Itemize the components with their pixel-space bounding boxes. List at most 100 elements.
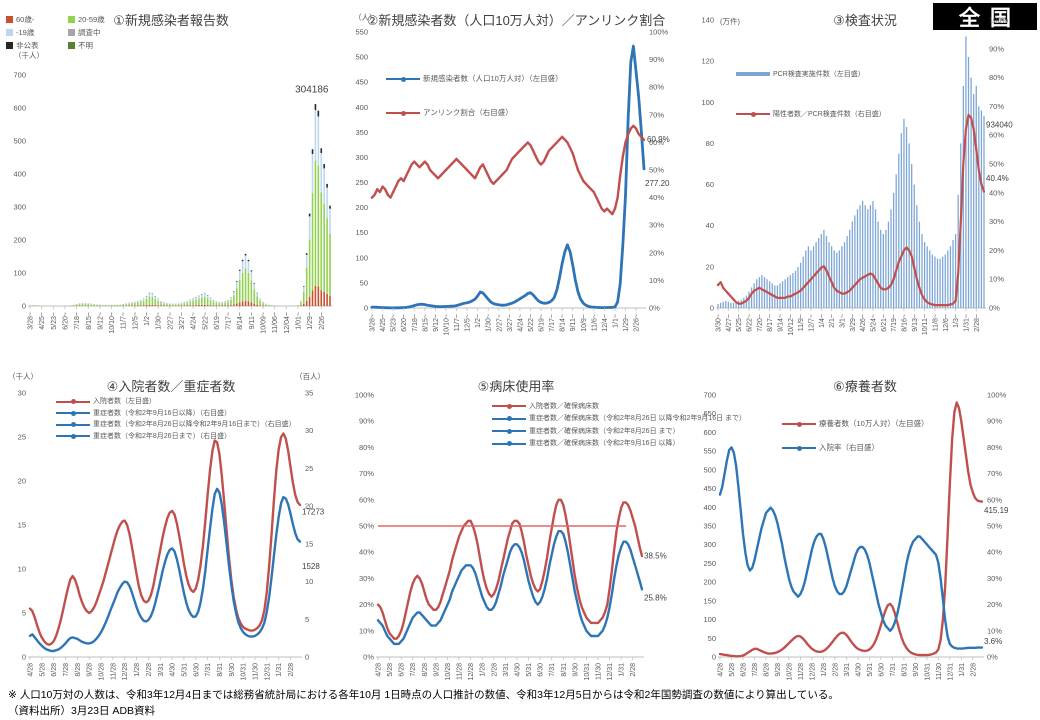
marker-dot <box>938 303 942 307</box>
marker-dot <box>391 190 395 194</box>
region-badge[interactable]: 全国 <box>933 3 1037 30</box>
bar-segment <box>311 153 314 194</box>
x-axis-label: 9/30 <box>572 663 579 677</box>
bar <box>882 233 884 308</box>
bar-segment <box>297 305 299 306</box>
bar <box>727 301 729 308</box>
marker-dot <box>597 201 601 205</box>
legend-label: 不明 <box>78 40 93 50</box>
marker-dot <box>758 286 761 290</box>
left-axis-tick: 200 <box>355 203 368 212</box>
legend-label: 新規感染者数（人口10万人対）（左目盛） <box>423 74 563 84</box>
marker-dot <box>576 168 580 172</box>
chart-plot-testing-status: 0 20 40 60 80 100 120 140 (万件) 0% 10% 20% 30% 40% 50% 6… <box>701 16 1013 336</box>
bar-segment <box>160 301 162 303</box>
bar-segment <box>110 305 113 306</box>
marker-dot <box>778 296 782 300</box>
chart-legend-bed-occupancy: 入院者数／確保病床数 重症者数／確保病床数（令和2年8月26日 以降令和2年9月1… <box>492 400 746 450</box>
legend-item-療養者数（10万人対）（左目盛）: 療養者数（10万人対）（左目盛） <box>782 412 929 436</box>
data-label-304186: 304186 <box>295 84 329 95</box>
line-series-入院者数／確保病床数 <box>376 498 644 640</box>
right-axis-tick: 35 <box>305 389 313 398</box>
marker-dot <box>582 301 585 305</box>
bar-segment <box>241 301 244 306</box>
left-axis-tick: 50 <box>708 634 716 643</box>
legend-label: 20-59歳 <box>78 14 105 24</box>
right-axis-tick: 0% <box>987 653 998 662</box>
bar-segment <box>241 259 244 262</box>
legend-label: PCR検査実施件数（左目盛） <box>773 70 865 78</box>
marker-dot <box>370 196 374 199</box>
left-axis-tick: 350 <box>355 128 368 137</box>
bar <box>923 242 926 308</box>
bar <box>748 291 750 308</box>
x-axis-label: 9/11~ <box>249 312 256 329</box>
x-axis-label: 2/27~ <box>167 312 174 330</box>
x-axis-label: 9/12~ <box>433 314 440 332</box>
left-axis-tick: 500 <box>703 465 716 474</box>
right-axis-tick: 60% <box>989 131 1004 140</box>
bar-segment <box>29 305 31 306</box>
bar-segment <box>300 302 302 306</box>
bar-segment <box>180 303 183 306</box>
bar-segment <box>102 305 104 306</box>
marker-dot <box>964 128 968 131</box>
marker-dot <box>444 168 448 172</box>
bar-segment <box>236 281 238 289</box>
x-axis-label: 12/28 <box>809 663 816 681</box>
right-axis-tick: 40% <box>989 188 1004 197</box>
x-axis-label: 2/28 <box>491 663 498 677</box>
legend-item-重症者数／確保病床数（令和2年8月26日 まで）: 重症者数／確保病床数（令和2年8月26日 まで） <box>492 425 746 438</box>
bar-segment <box>233 304 235 306</box>
bar-segment <box>329 208 331 234</box>
marker-dot <box>576 290 580 294</box>
bar <box>939 258 941 308</box>
line-series-重症者数 <box>28 487 302 653</box>
marker-dot <box>835 289 838 292</box>
bar-segment <box>192 305 194 306</box>
bar-segment <box>270 305 273 306</box>
x-axis-label: 2/1~ <box>829 314 836 328</box>
bar-segment <box>186 301 189 303</box>
marker-dot <box>716 283 720 287</box>
x-axis-label: 11/30 <box>936 663 943 680</box>
legend-label: 療養者数（10万人対）（左目盛） <box>819 419 929 429</box>
bar-segment <box>215 302 218 306</box>
bar-segment <box>142 305 145 306</box>
data-label-25.8%: 25.8% <box>644 594 667 603</box>
x-axis-label: 10/10~ <box>109 312 116 334</box>
bar-segment <box>122 304 124 306</box>
x-axis-label: 1/4~ <box>819 314 826 328</box>
left-axis-tick: 40% <box>359 548 374 557</box>
bar <box>918 221 921 308</box>
marker-dot <box>418 166 421 169</box>
legend-item-PCR検査実施件数（左目盛）: PCR検査実施件数（左目盛） <box>736 54 886 94</box>
footnote-source: （資料出所）3月23日 ADB資料 <box>8 705 156 717</box>
line-markers-アンリンク割合 <box>370 127 643 213</box>
left-axis-tick: 300 <box>703 540 716 549</box>
x-axis-label: 6/30 <box>878 663 885 677</box>
legend-swatch <box>492 441 526 447</box>
bar-segment <box>154 296 157 299</box>
left-axis-tick: 60% <box>359 495 374 504</box>
bar <box>833 250 835 308</box>
x-axis-label: 9/13~ <box>912 314 919 332</box>
left-axis-tick: 60 <box>706 180 714 189</box>
right-axis-tick: 70% <box>649 110 664 119</box>
bar-segment <box>169 304 171 306</box>
bar-segment <box>198 296 200 299</box>
bar <box>815 242 817 308</box>
x-axis-label: 3/27~ <box>179 312 186 330</box>
bar-segment <box>326 293 328 306</box>
marker-dot <box>619 174 622 177</box>
bar <box>942 256 944 308</box>
bar-segment <box>160 302 162 306</box>
bar-segment <box>241 261 244 273</box>
left-axis-tick: 100 <box>701 98 714 107</box>
bar-segment <box>90 304 92 306</box>
marker-dot <box>928 302 931 305</box>
bar-segment <box>256 304 258 306</box>
x-axis-label: 7/31 <box>205 663 212 677</box>
x-axis-label: 8/17~ <box>767 314 774 332</box>
right-axis-tick: 80% <box>649 83 664 92</box>
